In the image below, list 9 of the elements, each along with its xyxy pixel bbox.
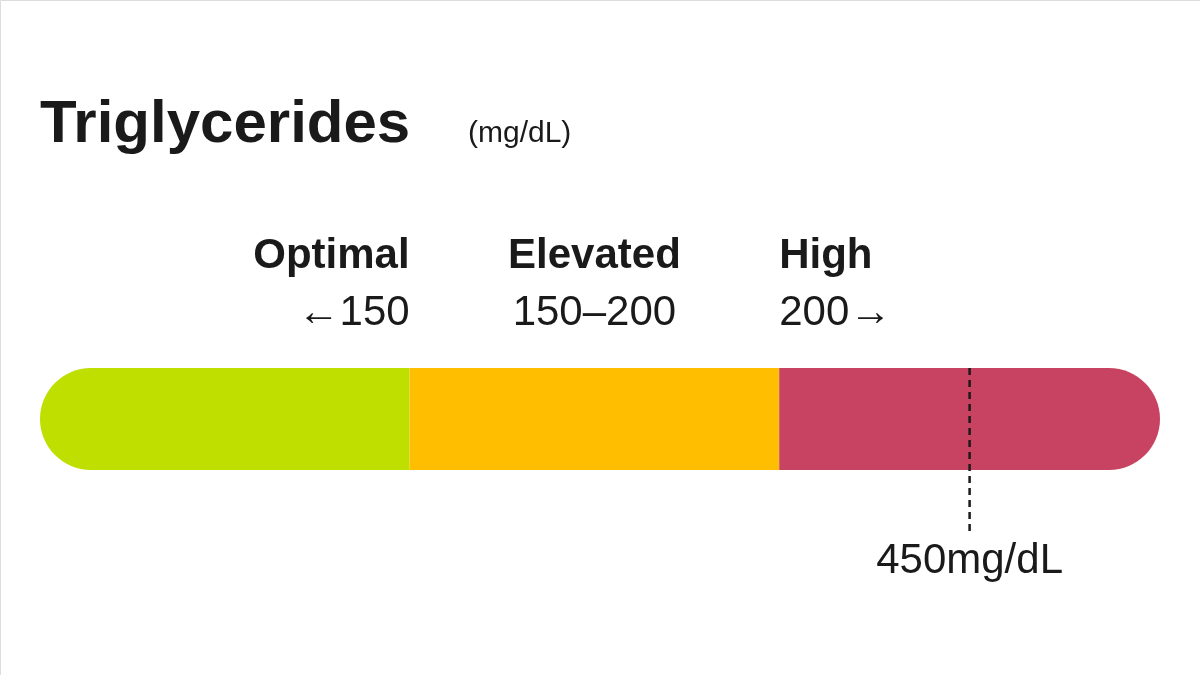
ref-line-label: 450mg/dL [876, 535, 1064, 582]
text: High [779, 230, 873, 277]
text: 200→ [779, 287, 892, 334]
chart-title: Triglycerides [40, 88, 411, 155]
text: Elevated [508, 230, 681, 277]
text: Optimal [253, 230, 410, 277]
chart-subtitle: (mg/dL) [468, 115, 572, 148]
text: ←150 [297, 287, 410, 334]
text: 150–200 [512, 287, 677, 334]
